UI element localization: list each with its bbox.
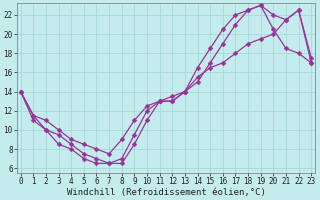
X-axis label: Windchill (Refroidissement éolien,°C): Windchill (Refroidissement éolien,°C): [67, 188, 265, 197]
